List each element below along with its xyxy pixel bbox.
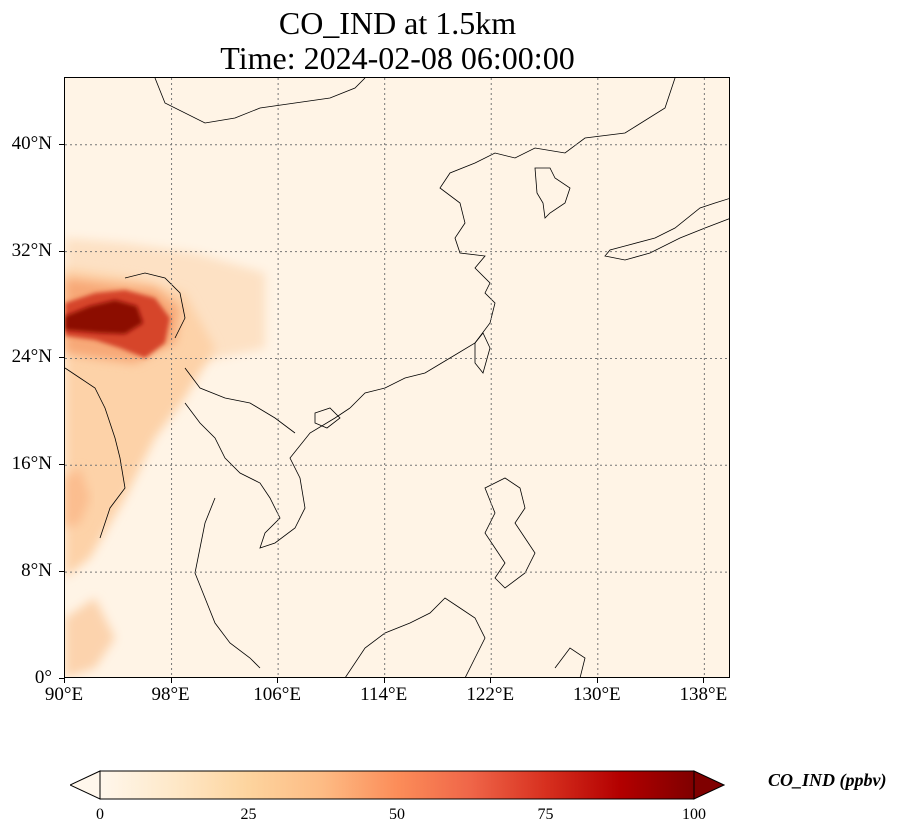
coastline-malay-peninsula <box>194 497 261 669</box>
border-myanmar-laos <box>184 367 296 434</box>
longitude-tick-mark <box>383 678 385 683</box>
colorbar-gradient <box>99 770 695 800</box>
map-title-line2: Time: 2024-02-08 06:00:00 <box>220 40 575 76</box>
latitude-tick-mark <box>59 357 64 359</box>
coastline-borneo <box>345 597 486 677</box>
map-title-line1: CO_IND at 1.5km <box>278 5 517 41</box>
coastline-indochina <box>184 402 351 549</box>
co-plume-layer <box>65 238 265 677</box>
coastline-bay-of-bengal <box>65 367 126 539</box>
latitude-tick-label: 8°N <box>21 560 52 582</box>
latitude-tick-mark <box>59 571 64 573</box>
longitude-tick-label: 122°E <box>466 684 515 705</box>
colorbar-title: CO_IND (ppbv) <box>768 770 887 790</box>
longitude-tick-label: 90°E <box>44 684 84 705</box>
colorbar-min-extend <box>70 770 101 800</box>
latitude-tick-label: 16°N <box>11 453 52 475</box>
latitude-tick-mark <box>59 464 64 466</box>
longitude-tick-label: 114°E <box>360 684 408 705</box>
longitude-tick-mark <box>277 678 279 683</box>
longitude-tick-mark <box>64 678 65 683</box>
colorbar-tick-label: 50 <box>389 806 405 823</box>
coastline-korea <box>534 167 571 219</box>
border-mongolia <box>154 78 366 124</box>
colorbar-max-extend <box>693 770 725 800</box>
coastline-layer <box>65 78 729 677</box>
coastline-japan <box>604 198 729 261</box>
longitude-tick-label: 106°E <box>253 684 301 705</box>
longitude-tick-mark <box>703 678 705 683</box>
plume-peak <box>65 300 143 334</box>
longitude-tick-mark <box>170 678 172 683</box>
latitude-tick-label: 0° <box>34 667 52 688</box>
border-himalaya <box>124 272 186 339</box>
gridline-layer <box>65 78 729 677</box>
map-panel <box>64 77 730 678</box>
coastline-philippines <box>484 477 536 589</box>
coastline-hainan <box>314 407 341 429</box>
longitude-tick-mark <box>596 678 598 683</box>
coastline-china <box>349 78 676 409</box>
latitude-tick-mark <box>59 678 64 679</box>
colorbar <box>70 770 725 800</box>
longitude-tick-label: 130°E <box>572 684 621 705</box>
plume-west-coast <box>65 468 90 528</box>
latitude-tick-mark <box>59 143 64 145</box>
plume-southwest <box>65 598 115 677</box>
colorbar-tick-label: 100 <box>682 806 706 823</box>
latitude-tick-label: 40°N <box>11 132 52 154</box>
latitude-tick-mark <box>59 250 64 252</box>
coastline-sulawesi <box>554 647 586 677</box>
coastline-taiwan <box>474 332 491 374</box>
longitude-tick-label: 138°E <box>679 684 728 705</box>
longitude-tick-mark <box>490 678 492 683</box>
colorbar-tick-label: 0 <box>96 806 104 823</box>
latitude-tick-label: 32°N <box>11 239 52 261</box>
colorbar-tick-label: 25 <box>240 806 257 823</box>
longitude-tick-label: 98°E <box>151 684 190 705</box>
map-canvas <box>65 78 729 677</box>
colorbar-tick-label: 75 <box>537 806 554 823</box>
latitude-tick-label: 24°N <box>11 346 52 368</box>
